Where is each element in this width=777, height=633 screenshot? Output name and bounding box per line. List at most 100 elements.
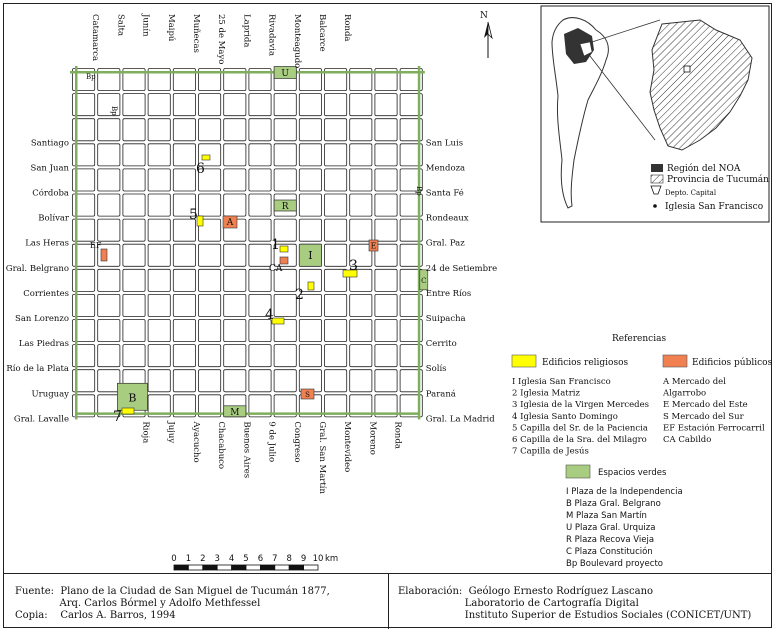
city-block: [97, 369, 121, 393]
city-block: [298, 193, 322, 217]
city-block: [172, 93, 196, 117]
city-block: [72, 218, 96, 242]
city-block: [298, 319, 322, 343]
church-6: [201, 154, 211, 161]
boulevard-north: [70, 71, 425, 74]
street-label-left: San Juan: [31, 163, 70, 173]
city-block: [248, 168, 272, 192]
scale-tick: 2: [200, 554, 205, 564]
street-label-left: Córdoba: [32, 188, 69, 199]
public-item: S Mercado del Sur: [663, 412, 745, 422]
north-label: N: [480, 11, 488, 21]
city-block: [374, 268, 398, 292]
city-block: [273, 118, 297, 142]
city-block: [122, 118, 146, 142]
boulevard-label: Bp: [86, 73, 96, 81]
city-block: [97, 218, 121, 242]
city-block: [399, 293, 423, 317]
city-block: [374, 118, 398, 142]
city-block: [248, 268, 272, 292]
religious-title: Edificios religiosos: [542, 358, 629, 368]
city-block: [223, 293, 247, 317]
city-block: [349, 143, 373, 167]
footer-credit-line: Laboratorio de Cartografía Digital: [398, 598, 639, 609]
city-block: [399, 193, 423, 217]
street-label-left: Río de la Plata: [6, 363, 69, 374]
city-block: [223, 68, 247, 92]
city-block: [324, 319, 348, 343]
street-label-bottom: Montevideo: [342, 421, 352, 472]
public-item: Algarrobo: [662, 389, 706, 399]
footer-credit-line: Elaboración: Geólogo Ernesto Rodríguez L…: [398, 586, 654, 597]
city-block: [122, 168, 146, 192]
city-block: [72, 93, 96, 117]
public-swatch: [662, 354, 688, 368]
city-block: [198, 68, 222, 92]
plaza-san-martin-label: M: [230, 408, 239, 418]
city-block: [349, 118, 373, 142]
city-block: [147, 193, 171, 217]
footer-source-line: Fuente: Plano de la Ciudad de San Miguel…: [15, 586, 330, 597]
scale-segment: [245, 564, 261, 571]
legend-title: Referencias: [612, 334, 666, 344]
city-block: [298, 143, 322, 167]
city-block: [97, 193, 121, 217]
street-label-left: Las Heras: [25, 239, 69, 249]
city-block: [248, 369, 272, 393]
market-algarrobo: [222, 215, 238, 229]
boulevard-south: [75, 412, 420, 415]
footer-source: Fuente: Plano de la Ciudad de San Miguel…: [15, 586, 330, 622]
city-block: [223, 168, 247, 192]
plaza-constitucion-label: C: [421, 277, 426, 285]
plaza-urquiza-label: U: [281, 69, 289, 79]
city-block: [273, 344, 297, 368]
market-algarrobo-label: A: [226, 218, 234, 228]
plaza-san-martin: [223, 405, 247, 418]
city-block: [147, 369, 171, 393]
public-item: EF Estación Ferrocarril: [663, 422, 765, 433]
city-blocks: [72, 68, 423, 418]
capital-marker: [683, 65, 691, 73]
city-block: [122, 193, 146, 217]
city-block: [97, 319, 121, 343]
city-block: [399, 394, 423, 418]
footer-credits: Elaboración: Geólogo Ernesto Rodríguez L…: [398, 586, 751, 622]
city-block: [298, 268, 322, 292]
street-label-left: Uruguay: [32, 389, 70, 399]
city-block: [248, 293, 272, 317]
north-arrow: N: [480, 11, 493, 58]
scale-segment: [173, 564, 189, 571]
church-1-number: 1: [271, 237, 280, 253]
city-block: [374, 243, 398, 267]
city-block: [374, 369, 398, 393]
plaza-recova: [273, 199, 297, 212]
inset-legend-province: Provincia de Tucumán: [667, 174, 769, 185]
city-block: [147, 143, 171, 167]
street-label-right: San Luis: [426, 138, 463, 148]
tucuman-province: [649, 19, 753, 151]
city-block: [273, 369, 297, 393]
city-block: [172, 268, 196, 292]
city-block: [147, 93, 171, 117]
city-block: [248, 143, 272, 167]
street-label-left: San Lorenzo: [15, 314, 69, 324]
city-block: [72, 344, 96, 368]
street-label-right: Cerrito: [426, 339, 457, 349]
religious-item: I Iglesia San Francisco: [512, 377, 611, 387]
city-block: [147, 168, 171, 192]
city-block: [72, 168, 96, 192]
green-item: B Plaza Gral. Belgrano: [566, 499, 661, 509]
city-block: [248, 93, 272, 117]
city-block: [172, 118, 196, 142]
city-block: [172, 344, 196, 368]
city-block: [97, 268, 121, 292]
scale-tick: 5: [243, 554, 248, 564]
street-label-right: 24 de Setiembre: [426, 264, 497, 274]
church-7-number: 7: [113, 409, 122, 425]
city-block: [72, 243, 96, 267]
city-block: [147, 394, 171, 418]
street-label-bottom: Chacabuco: [216, 421, 226, 469]
city-block: [273, 143, 297, 167]
street-label-top: Muñecas: [191, 14, 201, 53]
city-block: [122, 319, 146, 343]
